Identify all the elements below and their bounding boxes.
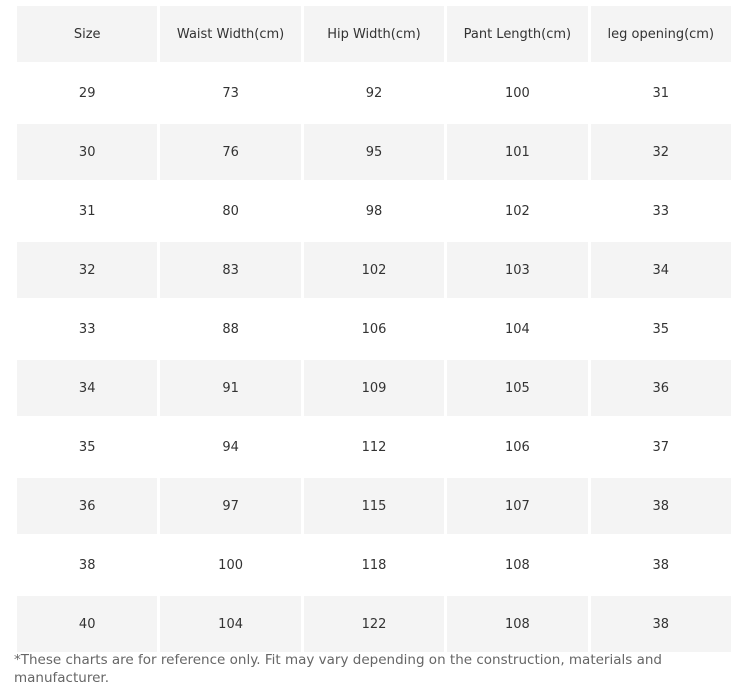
cell-pant-length: 102 [447,183,588,239]
cell-hip-width: 102 [303,242,445,298]
cell-waist-width: 104 [160,596,301,652]
cell-size: 31 [17,183,158,239]
table-body: 29 73 92 100 31 30 76 95 101 32 31 80 98… [17,65,731,652]
cell-size: 30 [17,124,158,180]
cell-hip-width: 112 [303,419,445,475]
table-row: 40 104 122 108 38 [17,596,731,652]
cell-pant-length: 101 [447,124,588,180]
cell-leg-opening: 31 [590,65,731,121]
size-chart-table: Size Waist Width(cm) Hip Width(cm) Pant … [14,3,734,655]
cell-pant-length: 108 [447,596,588,652]
cell-pant-length: 105 [447,360,588,416]
disclaimer-footnote: *These charts are for reference only. Fi… [14,652,662,686]
cell-size: 38 [17,537,158,593]
cell-waist-width: 73 [160,65,301,121]
cell-waist-width: 80 [160,183,301,239]
cell-waist-width: 94 [160,419,301,475]
table-row: 36 97 115 107 38 [17,478,731,534]
cell-hip-width: 118 [303,537,445,593]
cell-hip-width: 122 [303,596,445,652]
cell-size: 40 [17,596,158,652]
table-row: 31 80 98 102 33 [17,183,731,239]
header-cell-hip-width: Hip Width(cm) [303,6,445,62]
cell-pant-length: 107 [447,478,588,534]
cell-waist-width: 88 [160,301,301,357]
table-row: 29 73 92 100 31 [17,65,731,121]
cell-size: 29 [17,65,158,121]
cell-pant-length: 108 [447,537,588,593]
cell-size: 36 [17,478,158,534]
table-row: 35 94 112 106 37 [17,419,731,475]
cell-hip-width: 106 [303,301,445,357]
header-row: Size Waist Width(cm) Hip Width(cm) Pant … [17,6,731,62]
cell-leg-opening: 35 [590,301,731,357]
table-row: 38 100 118 108 38 [17,537,731,593]
cell-leg-opening: 37 [590,419,731,475]
cell-size: 34 [17,360,158,416]
cell-pant-length: 100 [447,65,588,121]
header-cell-pant-length: Pant Length(cm) [447,6,588,62]
header-cell-size: Size [17,6,158,62]
cell-waist-width: 100 [160,537,301,593]
table-row: 30 76 95 101 32 [17,124,731,180]
cell-hip-width: 109 [303,360,445,416]
header-cell-leg-opening: leg opening(cm) [590,6,731,62]
cell-waist-width: 91 [160,360,301,416]
cell-pant-length: 106 [447,419,588,475]
cell-size: 33 [17,301,158,357]
table-row: 33 88 106 104 35 [17,301,731,357]
cell-pant-length: 103 [447,242,588,298]
table-row: 34 91 109 105 36 [17,360,731,416]
cell-waist-width: 83 [160,242,301,298]
cell-waist-width: 76 [160,124,301,180]
cell-hip-width: 92 [303,65,445,121]
cell-leg-opening: 38 [590,596,731,652]
cell-leg-opening: 38 [590,478,731,534]
cell-size: 32 [17,242,158,298]
cell-hip-width: 98 [303,183,445,239]
cell-leg-opening: 36 [590,360,731,416]
cell-leg-opening: 32 [590,124,731,180]
cell-hip-width: 95 [303,124,445,180]
cell-waist-width: 97 [160,478,301,534]
header-cell-waist-width: Waist Width(cm) [160,6,301,62]
cell-size: 35 [17,419,158,475]
cell-hip-width: 115 [303,478,445,534]
cell-leg-opening: 33 [590,183,731,239]
table-row: 32 83 102 103 34 [17,242,731,298]
cell-leg-opening: 34 [590,242,731,298]
cell-pant-length: 104 [447,301,588,357]
table-header: Size Waist Width(cm) Hip Width(cm) Pant … [17,6,731,62]
cell-leg-opening: 38 [590,537,731,593]
